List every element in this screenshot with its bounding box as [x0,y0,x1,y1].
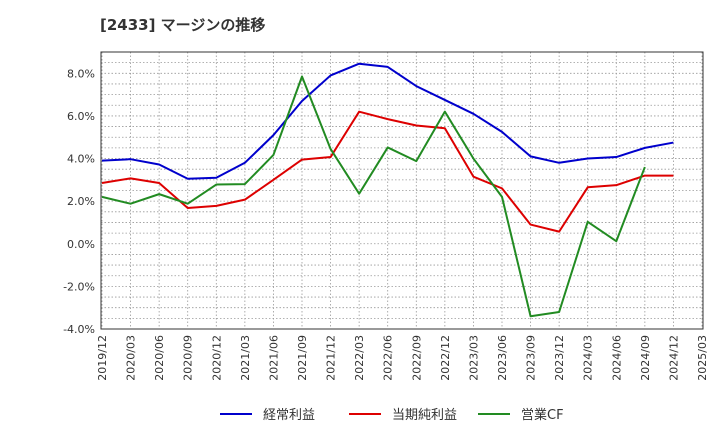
x-tick-label: 2024/03 [582,335,595,381]
x-tick-label: 2022/03 [353,335,366,381]
x-tick-label: 2022/09 [410,335,423,381]
x-tick-label: 2020/09 [182,335,195,381]
x-tick-label: 2019/12 [96,335,109,381]
x-tick-label: 2024/06 [610,335,623,381]
x-tick-label: 2021/12 [325,335,338,381]
x-axis-ticks: 2019/12 2020/03 2020/06 2020/09 2020/12 2021/… [96,335,709,381]
series-line-1 [101,62,674,180]
x-tick-label: 2022/06 [382,335,395,381]
x-tick-label: 2021/03 [239,335,252,381]
series-lines [101,62,674,318]
x-tick-label: 2024/09 [639,335,652,381]
y-tick-label: -4.0% [63,323,95,336]
x-tick-label: 2020/03 [125,335,138,381]
y-tick-label: 0.0% [67,238,95,251]
x-tick-label: 2023/03 [467,335,480,381]
x-tick-label: 2022/12 [439,335,452,381]
series-line-2 [101,110,674,233]
x-tick-label: 2021/06 [267,335,280,381]
y-tick-label: 2.0% [67,195,95,208]
y-tick-label: 8.0% [67,67,95,80]
x-tick-label: 2024/12 [667,335,680,381]
x-tick-label: 2020/06 [153,335,166,381]
x-tick-label: 2025/03 [696,335,709,381]
x-tick-label: 2021/09 [296,335,309,381]
x-tick-label: 2023/12 [553,335,566,381]
legend-label-1: 経常利益 [263,408,315,423]
x-tick-label: 2023/09 [525,335,538,381]
legend-label-2: 当期純利益 [392,408,457,423]
chart-title: [2433] マージンの推移 [100,16,266,34]
y-tick-label: 6.0% [67,110,95,123]
x-tick-label: 2020/12 [210,335,223,381]
y-tick-label: 4.0% [67,153,95,166]
series-line-3 [101,75,646,318]
y-tick-label: -2.0% [63,280,95,293]
legend: 経常利益 当期純利益 営業CF [220,407,564,423]
x-tick-label: 2023/06 [496,335,509,381]
plot-frame [100,51,704,330]
legend-label-3: 営業CF [521,407,564,423]
y-axis-ticks: -4.0% -2.0% 0.0% 2.0% 4.0% 6.0% 8.0% [63,67,95,336]
